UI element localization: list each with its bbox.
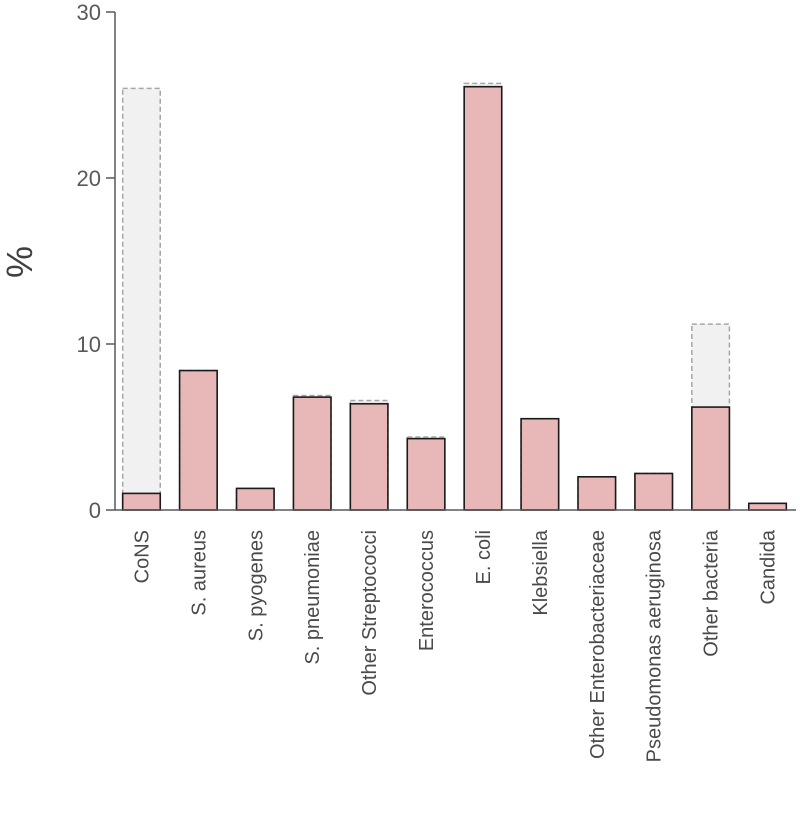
outline-bars bbox=[121, 82, 788, 511]
x-tick-label-5: Enterococcus bbox=[416, 530, 438, 651]
x-tick-label-1: S. aureus bbox=[188, 530, 210, 616]
axes bbox=[106, 11, 796, 511]
x-tick-label-4: Other Streptococci bbox=[359, 530, 381, 696]
bar-0 bbox=[121, 492, 162, 511]
x-tick-label-9: Pseudomonas aeruginosa bbox=[644, 529, 666, 762]
bar-5 bbox=[406, 437, 446, 511]
bar-8 bbox=[577, 475, 617, 511]
x-tick-label-2: S. pyogenes bbox=[245, 530, 267, 641]
y-tick-label-0: 0 bbox=[89, 498, 101, 523]
x-tick-label-8: Other Enterobacteriaceae bbox=[587, 530, 609, 759]
y-tick-label-30: 30 bbox=[77, 0, 101, 25]
bar-10 bbox=[691, 406, 731, 511]
x-tick-label-10: Other bacteria bbox=[701, 529, 723, 657]
bar-3 bbox=[292, 396, 332, 511]
x-tick-label-11: Candida bbox=[758, 529, 780, 604]
solid-bars bbox=[121, 85, 788, 511]
x-tick-label-7: Klebsiella bbox=[530, 529, 552, 615]
x-tick-label-6: E. coli bbox=[473, 530, 495, 584]
bar-6 bbox=[463, 85, 503, 511]
y-axis-title: % bbox=[0, 246, 40, 278]
bar-11 bbox=[747, 502, 788, 511]
x-tick-label-3: S. pneumoniae bbox=[302, 530, 324, 665]
labels: 0 10 20 30 CoNS S. aureus S. pyogenes S. pneumo… bbox=[77, 0, 780, 762]
bar-4 bbox=[349, 402, 389, 511]
bar-9 bbox=[634, 472, 674, 511]
bar-2 bbox=[235, 487, 275, 511]
y-tick-label-20: 20 bbox=[77, 166, 101, 191]
outline-bar-0 bbox=[121, 87, 161, 511]
bar-7 bbox=[520, 417, 560, 511]
x-tick-label-0: CoNS bbox=[131, 530, 153, 583]
bar-1 bbox=[178, 369, 218, 511]
y-tick-label-10: 10 bbox=[77, 332, 101, 357]
